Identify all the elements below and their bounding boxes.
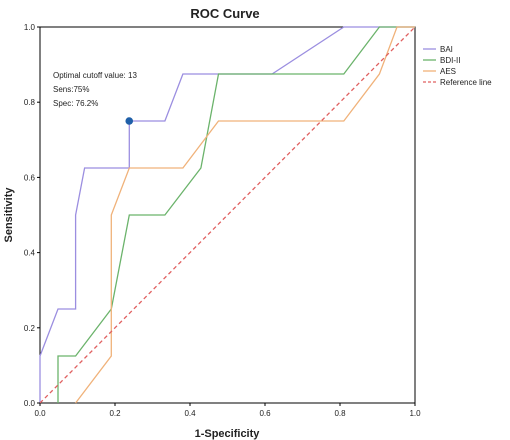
legend-label: Reference line [440,78,492,87]
annotation-line-1: Optimal cutoff value: 13 [53,71,137,80]
optimal-cutoff-point [125,117,134,125]
series-layer [39,26,416,404]
series-line-bdi-ii [57,26,415,403]
annotation-line-3: Spec: 76.2% [53,99,98,108]
x-tick-label: 0.4 [184,409,196,418]
y-tick-label: 0.0 [24,399,36,408]
chart-title: ROC Curve [190,6,259,21]
x-tick-label: 0.0 [34,409,46,418]
plot-frame [39,26,416,404]
x-tick-label: 0.6 [259,409,271,418]
y-tick-label: 0.6 [24,173,36,182]
legend-label: BDI-II [440,56,460,65]
legend-label: BAI [440,45,453,54]
tick-layer: 0.0 0.2 0.4 0.6 0.8 1.0 0.0 0.2 0.4 0.6 0.8 1.0 [24,23,421,418]
x-tick-label: 0.8 [334,409,346,418]
x-axis-title: 1-Specificity [195,428,261,440]
legend: BAI BDI-II AES Reference line [423,45,492,87]
x-tick-label: 1.0 [409,409,421,418]
y-tick-label: 0.2 [24,324,36,333]
series-line-reference-line [39,26,416,404]
series-line-aes [75,26,415,404]
y-tick-label: 1.0 [24,23,36,32]
y-tick-label: 0.8 [24,98,36,107]
annotation: Optimal cutoff value: 13 Sens:75% Spec: … [53,71,137,108]
annotation-line-2: Sens:75% [53,85,89,94]
x-tick-label: 0.2 [109,409,121,418]
y-tick-label: 0.4 [24,249,36,258]
legend-label: AES [440,67,456,76]
y-axis-title: Sensitivity [3,187,15,243]
